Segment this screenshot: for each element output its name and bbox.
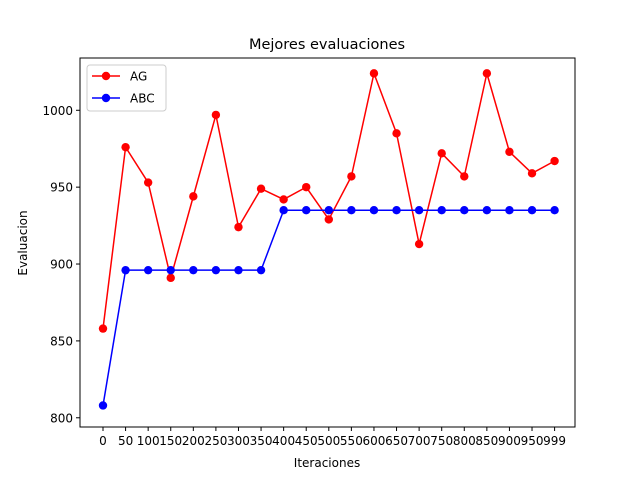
data-point-ag <box>143 178 153 187</box>
data-point-abc <box>166 265 175 275</box>
x-tick-label: 600 <box>363 434 386 448</box>
data-point-abc <box>550 206 559 215</box>
x-tick-label: 800 <box>453 434 476 448</box>
x-tick-label: 0 <box>99 434 107 448</box>
data-point-ag <box>527 169 537 178</box>
y-tick-label: 850 <box>50 334 73 348</box>
x-tick-label: 900 <box>498 434 521 448</box>
x-tick-label: 850 <box>475 434 498 448</box>
data-point-ag <box>211 110 221 120</box>
data-point-ag <box>550 156 559 166</box>
x-tick-label: 200 <box>182 434 205 448</box>
data-point-ag <box>302 182 311 192</box>
x-tick-label: 999 <box>543 434 566 448</box>
x-tick-label: 950 <box>521 434 544 448</box>
data-point-abc <box>189 265 198 275</box>
x-tick-label: 450 <box>295 434 318 448</box>
x-tick-label: 250 <box>204 434 227 448</box>
data-point-ag <box>279 195 288 204</box>
x-tick-label: 100 <box>137 434 160 448</box>
plot-frame <box>79 57 576 428</box>
y-axis-ticks: 800 850 900 950 1000 <box>42 104 80 425</box>
y-tick-label: 1000 <box>42 104 73 118</box>
legend-label-abc: ABC <box>130 92 155 106</box>
data-point-ag <box>256 184 266 193</box>
x-axis-ticks: 0 50 100 150 200 250 300 350 400 450 500 550 600 650 7… <box>99 427 566 448</box>
data-point-abc <box>414 206 424 215</box>
data-point-ag <box>98 324 108 333</box>
y-tick-label: 950 <box>50 181 73 195</box>
x-tick-label: 400 <box>272 434 295 448</box>
data-point-ag <box>437 149 446 158</box>
chart-title: Mejores evaluaciones <box>249 37 405 53</box>
data-point-abc <box>98 401 108 410</box>
data-point-ag <box>392 129 401 138</box>
data-point-ag <box>369 69 379 78</box>
y-axis-label: Evaluacion <box>16 210 30 275</box>
data-point-ag <box>234 222 243 232</box>
x-tick-label: 50 <box>118 434 133 448</box>
data-point-ag <box>166 273 175 283</box>
x-tick-label: 350 <box>250 434 273 448</box>
data-point-abc <box>437 206 446 215</box>
x-tick-label: 150 <box>159 434 182 448</box>
x-tick-label: 700 <box>408 434 431 448</box>
data-point-ag <box>414 239 424 249</box>
legend-marker-abc <box>101 93 111 103</box>
data-point-ag <box>482 69 492 78</box>
data-point-abc <box>347 206 356 215</box>
data-point-ag <box>505 147 514 156</box>
data-point-abc <box>392 206 401 215</box>
data-point-abc <box>256 265 266 275</box>
x-tick-label: 650 <box>385 434 408 448</box>
legend: AG ABC <box>86 64 167 112</box>
x-tick-label: 550 <box>340 434 363 448</box>
data-point-abc <box>482 206 492 215</box>
data-point-abc <box>302 206 311 215</box>
legend-label-ag: AG <box>130 70 147 84</box>
data-point-ag <box>324 215 333 224</box>
y-tick-label: 800 <box>50 411 73 425</box>
data-point-ag <box>347 172 356 181</box>
y-tick-label: 900 <box>50 258 73 272</box>
data-point-abc <box>505 206 514 215</box>
data-point-abc <box>324 206 333 215</box>
data-point-abc <box>211 265 221 275</box>
legend-marker-ag <box>101 71 111 81</box>
data-point-abc <box>369 206 379 215</box>
data-point-ag <box>189 192 198 201</box>
x-tick-label: 500 <box>317 434 340 448</box>
data-point-ag <box>121 142 130 152</box>
data-point-abc <box>234 265 243 275</box>
data-point-abc <box>121 265 130 275</box>
x-tick-label: 300 <box>227 434 250 448</box>
data-point-abc <box>460 206 469 215</box>
data-point-abc <box>527 206 537 215</box>
data-point-abc <box>143 265 153 275</box>
data-point-abc <box>279 206 288 215</box>
plot-area <box>98 69 559 410</box>
x-axis-label: Iteraciones <box>294 456 360 470</box>
x-tick-label: 750 <box>430 434 453 448</box>
data-point-ag <box>460 172 469 181</box>
